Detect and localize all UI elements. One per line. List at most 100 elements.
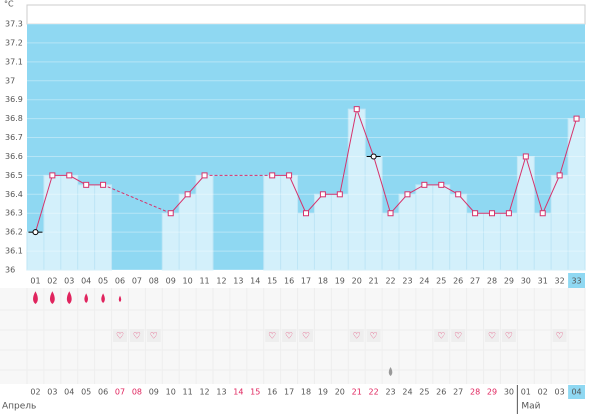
date-label: 10 xyxy=(166,388,176,397)
y-tick-label: 36.1 xyxy=(5,247,23,256)
date-label: 29 xyxy=(487,388,497,397)
point xyxy=(573,115,580,122)
point xyxy=(184,191,191,198)
current-day-bg xyxy=(568,273,585,288)
y-tick-label: 36.3 xyxy=(5,209,23,218)
date-label: 03 xyxy=(47,388,57,397)
x-tick-label: 28 xyxy=(487,277,497,286)
heart: ♡ xyxy=(302,332,310,342)
date-label: 11 xyxy=(183,388,193,397)
x-tick-label: 21 xyxy=(369,277,379,286)
heart: ♡ xyxy=(488,332,496,342)
date-label: 06 xyxy=(98,388,108,397)
y-tick-label: 37 xyxy=(5,76,15,85)
bar xyxy=(43,174,62,271)
point xyxy=(370,153,377,160)
point xyxy=(286,172,293,179)
heart-box xyxy=(451,329,466,342)
current-date-bg xyxy=(568,385,585,399)
point xyxy=(32,229,39,236)
x-tick-label: 10 xyxy=(183,277,193,286)
flow-drop xyxy=(33,291,38,304)
point xyxy=(353,106,360,113)
point xyxy=(522,153,529,160)
month-label: Апрель xyxy=(2,402,36,412)
x-tick-label: 25 xyxy=(436,277,446,286)
x-tick-label: 33 xyxy=(571,277,581,286)
date-label: 27 xyxy=(453,388,463,397)
month-label: Май xyxy=(521,402,540,412)
x-tick-label: 12 xyxy=(216,277,226,286)
point xyxy=(404,191,411,198)
x-tick-label: 01 xyxy=(30,277,40,286)
x-tick-label: 05 xyxy=(98,277,108,286)
bar xyxy=(161,212,180,271)
point xyxy=(269,172,276,179)
x-tick-label: 14 xyxy=(250,277,260,286)
date-label: 28 xyxy=(470,388,480,397)
point xyxy=(472,210,479,217)
flow-drop xyxy=(84,293,88,303)
point xyxy=(167,210,174,217)
gap-connector xyxy=(102,184,171,214)
heart-box xyxy=(434,329,449,342)
y-tick-label: 36.8 xyxy=(5,114,23,123)
date-label: 01 xyxy=(521,388,531,397)
unit: °C xyxy=(4,0,14,9)
date-label: 14 xyxy=(233,388,243,397)
date-label: 20 xyxy=(335,388,345,397)
bar xyxy=(77,184,96,271)
x-tick-label: 20 xyxy=(352,277,362,286)
y-tick-label: 37.3 xyxy=(5,20,23,29)
heart-box xyxy=(349,329,364,342)
x-tick-label: 08 xyxy=(149,277,159,286)
point xyxy=(438,181,445,188)
x-tick-label: 30 xyxy=(521,277,531,286)
x-tick-label: 27 xyxy=(470,277,480,286)
point xyxy=(336,191,343,198)
point xyxy=(421,181,428,188)
date-label: 07 xyxy=(115,388,125,397)
bar xyxy=(263,174,282,271)
bar xyxy=(483,212,501,271)
point xyxy=(303,210,309,217)
date-label: 16 xyxy=(267,388,277,397)
y-tick-label: 36.6 xyxy=(5,152,23,161)
y-tick-label: 36.9 xyxy=(5,95,23,104)
date-label: 03 xyxy=(555,388,565,397)
point xyxy=(539,210,546,217)
y-tick-label: 36.5 xyxy=(5,171,23,180)
heart-box xyxy=(485,329,499,342)
y-tick-label: 36.7 xyxy=(5,133,23,142)
y-tick-label: 36.2 xyxy=(5,228,23,237)
date-label: 02 xyxy=(30,388,40,397)
date-label: 04 xyxy=(571,388,581,397)
flow-drop xyxy=(118,295,122,302)
x-tick-label: 31 xyxy=(538,277,548,286)
date-label: 25 xyxy=(419,388,429,397)
y-tick-label: 37.1 xyxy=(5,57,23,66)
date-label: 05 xyxy=(81,388,91,397)
x-tick-label: 11 xyxy=(199,277,209,286)
point xyxy=(83,181,90,188)
x-tick-label: 24 xyxy=(419,277,429,286)
heart: ♡ xyxy=(437,332,445,342)
date-label: 12 xyxy=(199,388,209,397)
point xyxy=(66,172,73,179)
heart: ♡ xyxy=(556,332,564,342)
point xyxy=(319,191,326,198)
date-label: 26 xyxy=(436,388,446,397)
bar xyxy=(381,212,400,271)
bar xyxy=(94,184,113,271)
heart: ♡ xyxy=(353,332,361,342)
bar xyxy=(297,212,315,271)
date-label: 23 xyxy=(385,388,395,397)
date-label: 24 xyxy=(402,388,412,397)
point xyxy=(505,210,512,217)
point xyxy=(100,181,107,188)
x-tick-label: 16 xyxy=(284,277,294,286)
heart-box xyxy=(282,329,297,342)
heart-box xyxy=(265,329,280,342)
bar xyxy=(466,212,485,271)
gray-drop xyxy=(388,367,393,376)
